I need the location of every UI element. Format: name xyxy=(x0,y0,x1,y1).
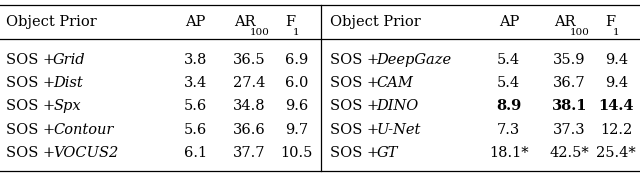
Text: 7.3: 7.3 xyxy=(497,123,520,137)
Text: DeepGaze: DeepGaze xyxy=(376,53,451,67)
Text: 6.9: 6.9 xyxy=(285,53,308,67)
Text: AR: AR xyxy=(554,16,575,29)
Text: Contour: Contour xyxy=(53,123,113,137)
Text: Dist: Dist xyxy=(53,76,83,90)
Text: Grid: Grid xyxy=(53,53,86,67)
Text: 6.1: 6.1 xyxy=(184,146,207,160)
Text: 35.9: 35.9 xyxy=(554,53,586,67)
Text: Object Prior: Object Prior xyxy=(330,16,420,29)
Text: 8.9: 8.9 xyxy=(496,99,522,113)
Text: GT: GT xyxy=(376,146,397,160)
Text: SOS +: SOS + xyxy=(330,53,383,67)
Text: AR: AR xyxy=(234,16,255,29)
Text: 37.7: 37.7 xyxy=(234,146,266,160)
Text: 10.5: 10.5 xyxy=(280,146,312,160)
Text: 9.7: 9.7 xyxy=(285,123,308,137)
Text: 1: 1 xyxy=(613,28,620,37)
Text: 6.0: 6.0 xyxy=(285,76,308,90)
Text: 5.4: 5.4 xyxy=(497,53,520,67)
Text: SOS +: SOS + xyxy=(6,123,60,137)
Text: SOS +: SOS + xyxy=(330,146,383,160)
Text: 5.6: 5.6 xyxy=(184,123,207,137)
Text: Object Prior: Object Prior xyxy=(6,16,97,29)
Text: 9.4: 9.4 xyxy=(605,53,628,67)
Text: 36.5: 36.5 xyxy=(234,53,266,67)
Text: U-Net: U-Net xyxy=(376,123,420,137)
Text: SOS +: SOS + xyxy=(6,99,60,113)
Text: SOS +: SOS + xyxy=(330,76,383,90)
Text: AP: AP xyxy=(185,16,205,29)
Text: SOS +: SOS + xyxy=(6,76,60,90)
Text: SOS +: SOS + xyxy=(330,99,383,113)
Text: 1: 1 xyxy=(293,28,300,37)
Text: 37.3: 37.3 xyxy=(554,123,586,137)
Text: 3.8: 3.8 xyxy=(184,53,207,67)
Text: Spx: Spx xyxy=(53,99,81,113)
Text: 36.7: 36.7 xyxy=(554,76,586,90)
Text: 42.5*: 42.5* xyxy=(550,146,589,160)
Text: SOS +: SOS + xyxy=(6,146,60,160)
Text: F: F xyxy=(285,16,295,29)
Text: 12.2: 12.2 xyxy=(600,123,632,137)
Text: 9.4: 9.4 xyxy=(605,76,628,90)
Text: DINO: DINO xyxy=(376,99,419,113)
Text: 27.4: 27.4 xyxy=(234,76,266,90)
Text: SOS +: SOS + xyxy=(330,123,383,137)
Text: 3.4: 3.4 xyxy=(184,76,207,90)
Text: 100: 100 xyxy=(570,28,590,37)
Text: 100: 100 xyxy=(250,28,270,37)
Text: 9.6: 9.6 xyxy=(285,99,308,113)
Text: 18.1*: 18.1* xyxy=(489,146,529,160)
Text: 38.1: 38.1 xyxy=(552,99,588,113)
Text: SOS +: SOS + xyxy=(6,53,60,67)
Text: 25.4*: 25.4* xyxy=(596,146,636,160)
Text: 5.6: 5.6 xyxy=(184,99,207,113)
Text: CAM: CAM xyxy=(376,76,413,90)
Text: 5.4: 5.4 xyxy=(497,76,520,90)
Text: 14.4: 14.4 xyxy=(598,99,634,113)
Text: AP: AP xyxy=(499,16,519,29)
Text: 36.6: 36.6 xyxy=(233,123,266,137)
Text: 34.8: 34.8 xyxy=(234,99,266,113)
Text: VOCUS2: VOCUS2 xyxy=(53,146,118,160)
Text: F: F xyxy=(605,16,615,29)
